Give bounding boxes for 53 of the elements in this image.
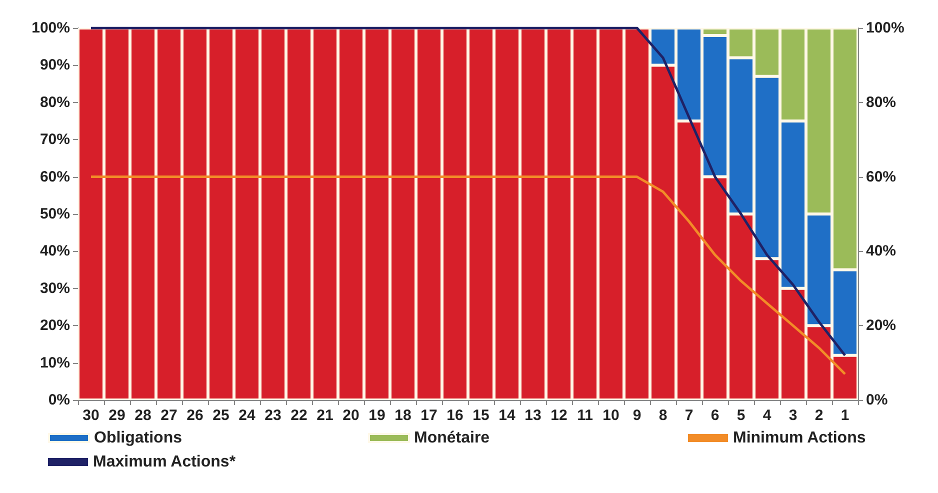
x-tick-label: 16 <box>446 407 464 424</box>
x-tick-label: 26 <box>186 407 204 424</box>
y2-tick-label: 40% <box>866 242 896 260</box>
x-tick-label: 15 <box>472 407 490 424</box>
y2-tick-label: 60% <box>866 168 896 186</box>
y-tick-label: 70% <box>40 131 70 148</box>
y-tick-label: 100% <box>32 20 70 36</box>
x-tick-label: 20 <box>342 407 360 424</box>
x-tick-label: 6 <box>710 407 720 424</box>
x-tick-label: 8 <box>658 407 668 424</box>
y2-tick-label: 100% <box>866 20 904 36</box>
y2-tick-label: 80% <box>866 94 896 111</box>
x-tick-label: 28 <box>134 407 152 424</box>
legend-label: Obligations <box>94 430 182 446</box>
line-series <box>90 26 846 357</box>
x-tick-label: 10 <box>602 407 620 424</box>
y-tick-label: 80% <box>40 94 70 111</box>
legend-label: Minimum Actions <box>733 430 866 446</box>
x-tick-label: 9 <box>632 407 642 424</box>
y-tick-label: 60% <box>40 168 70 186</box>
x-tick-label: 27 <box>160 407 178 424</box>
x-tick-label: 14 <box>498 407 516 424</box>
x-tick-label: 12 <box>550 407 568 424</box>
y-tick-label: 30% <box>40 280 70 297</box>
x-tick-label: 24 <box>238 407 256 424</box>
x-tick-label: 3 <box>788 407 798 424</box>
x-tick-label: 30 <box>82 407 100 424</box>
legend-label: Monétaire <box>414 430 490 446</box>
x-tick-label: 13 <box>524 407 542 424</box>
x-tick-label: 1 <box>840 407 850 424</box>
y-tick-label: 90% <box>40 56 70 74</box>
y-tick-label: 10% <box>40 354 70 372</box>
y2-tick-label: 0% <box>866 392 888 408</box>
line-series <box>90 176 846 376</box>
y-tick-label: 50% <box>40 206 70 222</box>
x-tick-label: 11 <box>577 407 593 424</box>
x-tick-label: 17 <box>420 407 438 424</box>
x-tick-label: 5 <box>736 407 746 424</box>
x-tick-label: 25 <box>212 407 230 424</box>
x-tick-label: 22 <box>290 407 308 424</box>
y-tick-label: 0% <box>48 392 70 408</box>
x-tick-label: 29 <box>108 407 126 424</box>
x-tick-label: 19 <box>368 407 386 424</box>
x-tick-label: 2 <box>814 407 824 424</box>
y-tick-label: 40% <box>40 242 70 260</box>
x-tick-label: 21 <box>316 407 334 424</box>
x-tick-label: 18 <box>394 407 412 424</box>
legend-label: Maximum Actions* <box>93 454 236 470</box>
x-tick-label: 23 <box>264 407 282 424</box>
y-tick-label: 20% <box>40 317 70 334</box>
x-tick-label: 7 <box>684 407 694 424</box>
x-tick-label: 4 <box>762 407 772 424</box>
y2-tick-label: 20% <box>866 317 896 334</box>
